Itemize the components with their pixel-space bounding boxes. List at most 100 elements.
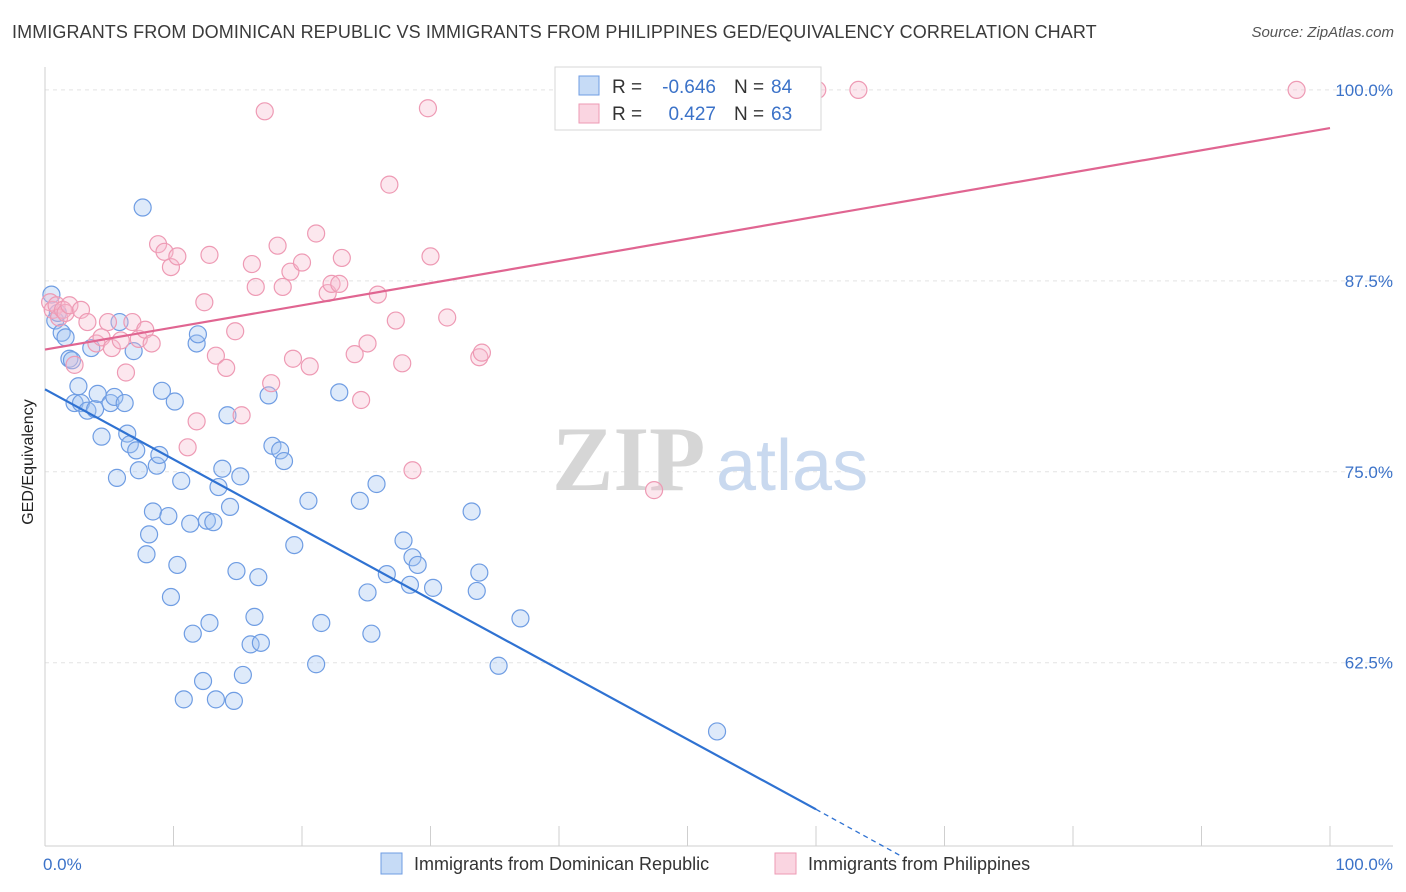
data-point <box>362 624 381 643</box>
stats-legend: R = -0.646 N = 84 R = 0.427 N = 63 <box>554 66 822 131</box>
data-point <box>105 387 124 407</box>
x-tick-labels: 0.0% 100.0% <box>43 855 1393 874</box>
series-legend-swatch-philippines <box>774 852 797 875</box>
data-point <box>377 565 396 584</box>
data-point <box>115 393 134 413</box>
data-point <box>330 274 349 293</box>
data-point <box>345 345 364 364</box>
legend-r-value-2: 0.427 <box>668 104 716 125</box>
data-point <box>98 312 118 332</box>
data-point <box>227 561 246 581</box>
y-tick-labels: 62.5% 75.0% 87.5% 100.0% <box>1335 81 1393 673</box>
data-point <box>133 198 152 217</box>
series-legend-label-philippines: Immigrants from Philippines <box>808 854 1030 874</box>
legend-swatch-philippines <box>578 103 600 124</box>
series-dominican-points <box>42 198 727 741</box>
data-point <box>147 456 166 475</box>
data-point <box>232 406 251 425</box>
data-point <box>418 99 438 118</box>
data-point <box>224 691 243 710</box>
data-point <box>174 690 193 709</box>
data-point <box>438 308 457 327</box>
source-credit: Source: ZipAtlas.com <box>1251 24 1394 41</box>
data-point <box>188 325 208 344</box>
data-point <box>262 374 281 393</box>
data-point <box>181 514 200 533</box>
legend-n-label-1: N = <box>734 77 764 98</box>
legend-r-label-1: R = <box>612 77 642 98</box>
data-point <box>352 390 371 410</box>
data-point <box>511 609 530 628</box>
data-point <box>143 502 163 521</box>
data-point <box>195 293 214 312</box>
x-tick-label: 0.0% <box>43 855 82 874</box>
data-point <box>285 535 304 555</box>
data-point <box>255 102 274 121</box>
data-point <box>380 175 399 194</box>
data-point <box>220 497 240 517</box>
legend-r-label-2: R = <box>612 104 642 125</box>
data-point <box>386 311 405 330</box>
data-point <box>165 392 184 411</box>
data-point <box>292 253 312 272</box>
data-point <box>246 277 265 297</box>
data-point <box>467 581 486 601</box>
data-point <box>271 441 290 460</box>
data-point <box>86 400 105 419</box>
data-point <box>421 247 440 266</box>
data-point <box>403 461 422 480</box>
data-point <box>1287 80 1306 100</box>
data-point <box>350 491 369 510</box>
data-point <box>307 224 326 243</box>
data-point <box>226 322 245 341</box>
data-point <box>172 471 191 491</box>
data-point <box>92 427 111 446</box>
data-point <box>462 502 481 521</box>
data-point <box>249 568 268 587</box>
data-point <box>472 343 491 362</box>
series-legend: Immigrants from Dominican Republic Immig… <box>380 852 1030 875</box>
axes <box>44 67 1393 847</box>
data-point <box>142 334 161 353</box>
data-point <box>322 274 341 293</box>
data-point <box>707 722 727 741</box>
data-point <box>358 334 377 353</box>
data-point <box>129 461 148 480</box>
y-axis-title: GED/Equivalency <box>20 399 37 524</box>
legend-r-value-1: -0.646 <box>662 77 716 98</box>
data-point <box>206 690 226 709</box>
data-point <box>218 406 237 425</box>
trend-lines <box>44 127 1331 856</box>
data-point <box>307 655 326 674</box>
data-point <box>78 312 97 332</box>
data-point <box>245 607 264 626</box>
data-point <box>178 438 197 457</box>
legend-n-value-2: 63 <box>771 104 792 125</box>
data-point <box>139 525 159 544</box>
y-tick-label: 62.5% <box>1345 654 1393 673</box>
data-point <box>148 235 168 254</box>
data-point <box>408 555 427 575</box>
chart-title: IMMIGRANTS FROM DOMINICAN REPUBLIC VS IM… <box>12 22 1097 42</box>
x-tick-label: 100.0% <box>1335 855 1393 874</box>
trend-line-philippines <box>44 127 1331 351</box>
data-point <box>470 563 489 582</box>
data-point <box>273 277 292 297</box>
series-philippines-points <box>41 80 1306 500</box>
data-point <box>423 578 443 597</box>
data-point <box>393 354 412 373</box>
series-legend-swatch-dominican <box>380 852 403 875</box>
watermark-zip: ZIP <box>552 408 705 510</box>
data-point <box>116 363 136 382</box>
data-point <box>251 633 270 652</box>
legend-swatch-dominican <box>578 75 600 96</box>
data-point <box>367 474 386 494</box>
data-point <box>231 467 250 486</box>
data-point <box>489 656 508 675</box>
data-point <box>394 531 413 550</box>
y-tick-label: 75.0% <box>1345 463 1393 482</box>
data-point <box>168 247 187 266</box>
y-tick-label: 87.5% <box>1345 272 1393 291</box>
data-point <box>283 349 303 368</box>
data-point <box>312 613 331 633</box>
